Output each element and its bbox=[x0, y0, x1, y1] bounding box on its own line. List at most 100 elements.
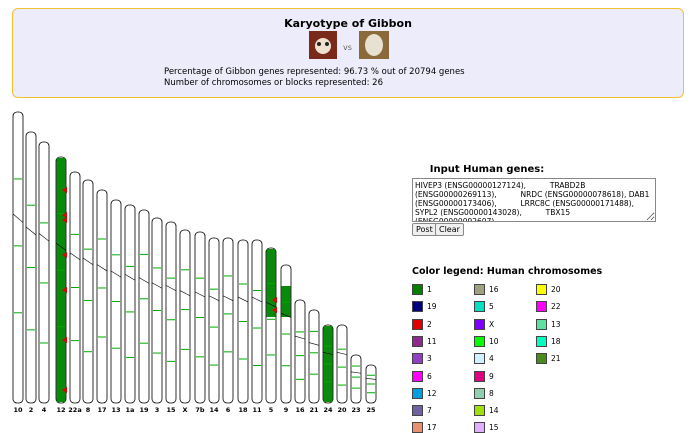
legend-label: 9 bbox=[489, 371, 494, 381]
centromere bbox=[110, 270, 122, 278]
legend-label: 7 bbox=[427, 406, 432, 416]
legend-title: Color legend: Human chromosomes bbox=[412, 266, 603, 277]
centromere bbox=[322, 352, 334, 355]
chromosome bbox=[124, 204, 136, 404]
chromosome bbox=[350, 354, 362, 404]
legend-swatch bbox=[412, 422, 423, 433]
legend-label: 2 bbox=[427, 319, 432, 329]
chromosome-label: 3 bbox=[155, 406, 160, 414]
chromosome bbox=[179, 229, 191, 404]
chromosome-label: 15 bbox=[166, 406, 176, 414]
legend-label: 5 bbox=[489, 302, 494, 312]
legend-swatch bbox=[474, 370, 485, 382]
legend-swatch bbox=[412, 335, 423, 347]
chromosome-label: 5 bbox=[269, 406, 274, 414]
chromosome bbox=[165, 221, 177, 404]
gene-marker bbox=[62, 387, 67, 393]
legend-swatch bbox=[474, 387, 485, 399]
chromosome-label: 7b bbox=[195, 406, 205, 414]
legend-label: 8 bbox=[489, 388, 494, 398]
legend-swatch bbox=[474, 353, 485, 365]
title: Karyotype of Gibbon bbox=[284, 17, 412, 30]
legend-label: 17 bbox=[427, 423, 437, 433]
chromosome-label: 24 bbox=[323, 406, 333, 414]
chromosome-label: 8 bbox=[86, 406, 91, 414]
gene-marker bbox=[62, 217, 67, 223]
chromosome bbox=[96, 189, 108, 404]
centromere bbox=[124, 274, 136, 281]
chromosome-label: 25 bbox=[366, 406, 376, 414]
species-images bbox=[309, 31, 389, 59]
chromosome-label: 12 bbox=[56, 406, 65, 414]
gene-marker bbox=[272, 297, 277, 303]
legend-label: 15 bbox=[489, 423, 499, 433]
chromosome-label: 1a bbox=[126, 406, 135, 414]
gene-marker bbox=[62, 212, 67, 218]
chromosome-label: 21 bbox=[309, 406, 319, 414]
chromosome bbox=[336, 324, 348, 404]
chromosome-label: 20 bbox=[337, 406, 347, 414]
legend-swatch bbox=[474, 318, 485, 330]
centromere bbox=[280, 313, 292, 318]
legend-label: 1 bbox=[427, 285, 432, 294]
chromosome bbox=[251, 239, 263, 404]
chromosome bbox=[138, 209, 150, 404]
legend-swatch bbox=[536, 335, 547, 347]
gene-marker bbox=[62, 252, 67, 258]
stat-line: Percentage of Gibbon genes represented: … bbox=[164, 67, 465, 77]
chromosome-label: 23 bbox=[351, 406, 360, 414]
chromosome-label: 13 bbox=[111, 406, 120, 414]
centromere bbox=[82, 257, 94, 265]
legend-label: 3 bbox=[427, 354, 432, 364]
chromosome bbox=[294, 299, 306, 404]
chromosome bbox=[82, 179, 94, 404]
chromosome-label: 14 bbox=[209, 406, 219, 414]
centromere bbox=[179, 290, 191, 297]
legend-swatch bbox=[412, 353, 423, 365]
centromere bbox=[96, 264, 108, 272]
legend-swatch bbox=[474, 301, 485, 313]
legend-swatch bbox=[412, 284, 423, 295]
centromere bbox=[55, 242, 67, 251]
chromosome bbox=[12, 111, 24, 404]
header-panel: Karyotype of Gibbon vs Percentage of Gib… bbox=[12, 8, 684, 98]
gene-marker bbox=[62, 187, 67, 193]
clear-button[interactable]: Clear bbox=[435, 223, 464, 236]
legend-swatch bbox=[412, 370, 423, 382]
legend-label: 4 bbox=[489, 354, 494, 364]
chromosome bbox=[38, 141, 50, 404]
legend-label: 20 bbox=[551, 285, 561, 294]
legend-label: 11 bbox=[427, 336, 437, 346]
centromere bbox=[308, 342, 320, 346]
chromosome-block bbox=[266, 249, 276, 317]
chromosome-label: 11 bbox=[252, 406, 262, 414]
centromere bbox=[12, 213, 24, 223]
legend-swatch bbox=[536, 318, 547, 330]
chromosome bbox=[208, 237, 220, 404]
centromere bbox=[365, 378, 377, 380]
gene-marker bbox=[62, 337, 67, 343]
stat-line: Number of chromosomes or blocks represen… bbox=[164, 78, 383, 88]
legend-swatch bbox=[536, 353, 547, 365]
legend-label: 16 bbox=[489, 285, 499, 294]
chromosome-block bbox=[281, 286, 291, 317]
legend-label: 13 bbox=[551, 319, 561, 329]
gene-marker bbox=[272, 307, 277, 313]
chromosome-label: 4 bbox=[42, 406, 47, 414]
legend-swatch bbox=[412, 405, 423, 417]
post-button[interactable]: Post bbox=[412, 223, 437, 236]
centromere bbox=[165, 285, 177, 292]
legend-label: 6 bbox=[427, 371, 432, 381]
legend-swatch bbox=[536, 284, 547, 295]
chromosome-label: 10 bbox=[13, 406, 23, 414]
chromosome-label: 19 bbox=[139, 406, 149, 414]
centromere bbox=[69, 252, 81, 261]
chromosome-label: 22a bbox=[68, 406, 81, 414]
chromosome-label: X bbox=[182, 406, 187, 414]
legend-swatch bbox=[474, 422, 485, 433]
chromosome bbox=[308, 309, 320, 404]
chromosome bbox=[222, 237, 234, 404]
legend-swatch bbox=[412, 387, 423, 399]
gene-input[interactable]: HIVEP3 (ENSG00000127124), TRABD2B (ENSG0… bbox=[412, 178, 656, 222]
